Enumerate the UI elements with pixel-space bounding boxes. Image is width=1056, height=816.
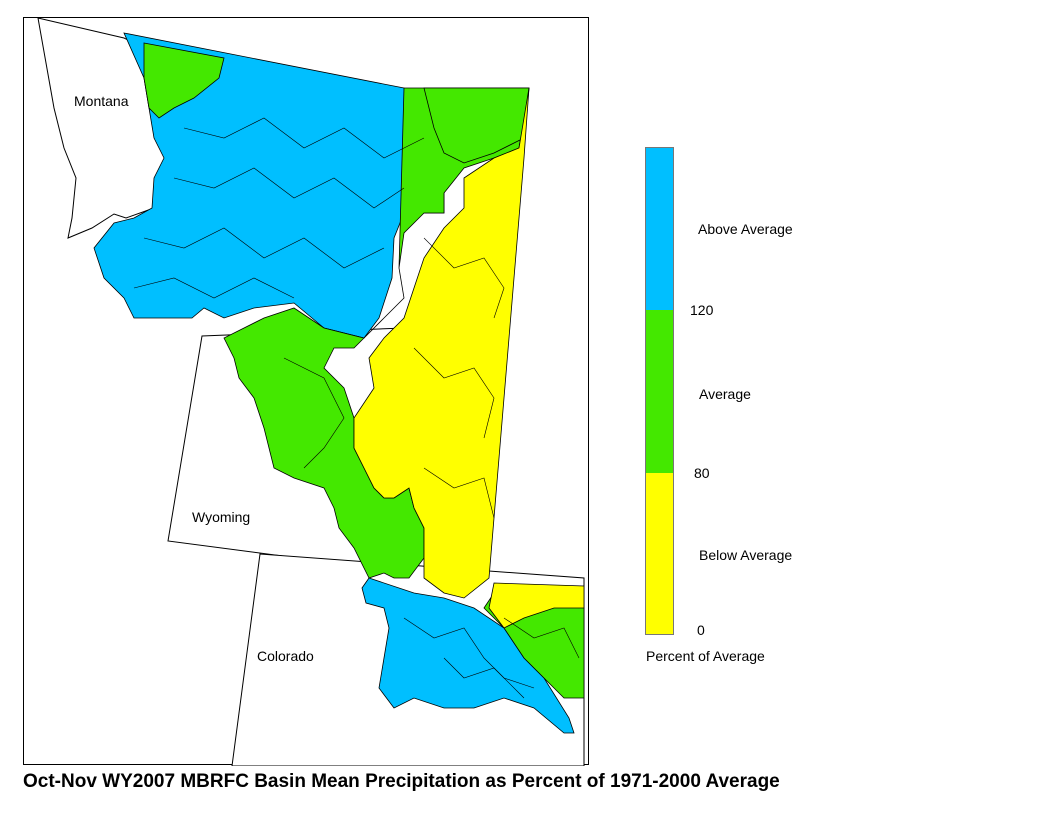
- legend-label-average: Average: [699, 386, 751, 402]
- map-caption: Oct-Nov WY2007 MBRFC Basin Mean Precipit…: [23, 771, 780, 792]
- legend-swatch-average: [646, 310, 673, 473]
- basin-region-average-north: [143, 42, 225, 119]
- map-frame: Montana Wyoming Colorado: [23, 17, 589, 766]
- legend-tick-120: 120: [690, 302, 714, 318]
- basin-region-below-average-southeast: [488, 582, 585, 629]
- sub-basin-lines: [133, 117, 580, 699]
- basin-map: [37, 18, 585, 766]
- legend-tick-80: 80: [694, 465, 710, 481]
- legend-swatch-below-average: [646, 473, 673, 634]
- basin-region-above-average-south: [361, 577, 575, 734]
- legend-title: Percent of Average: [646, 648, 765, 664]
- state-label-wyoming: Wyoming: [192, 509, 251, 525]
- legend-tick-0: 0: [697, 622, 705, 638]
- basin-region-below-average: [353, 87, 530, 599]
- state-label-montana: Montana: [74, 93, 129, 109]
- legend-label-above-average: Above Average: [698, 221, 793, 237]
- state-label-colorado: Colorado: [257, 648, 314, 664]
- legend-swatch-above-average: [646, 148, 673, 310]
- legend-label-below-average: Below Average: [699, 547, 793, 563]
- legend-color-bar: [645, 147, 674, 635]
